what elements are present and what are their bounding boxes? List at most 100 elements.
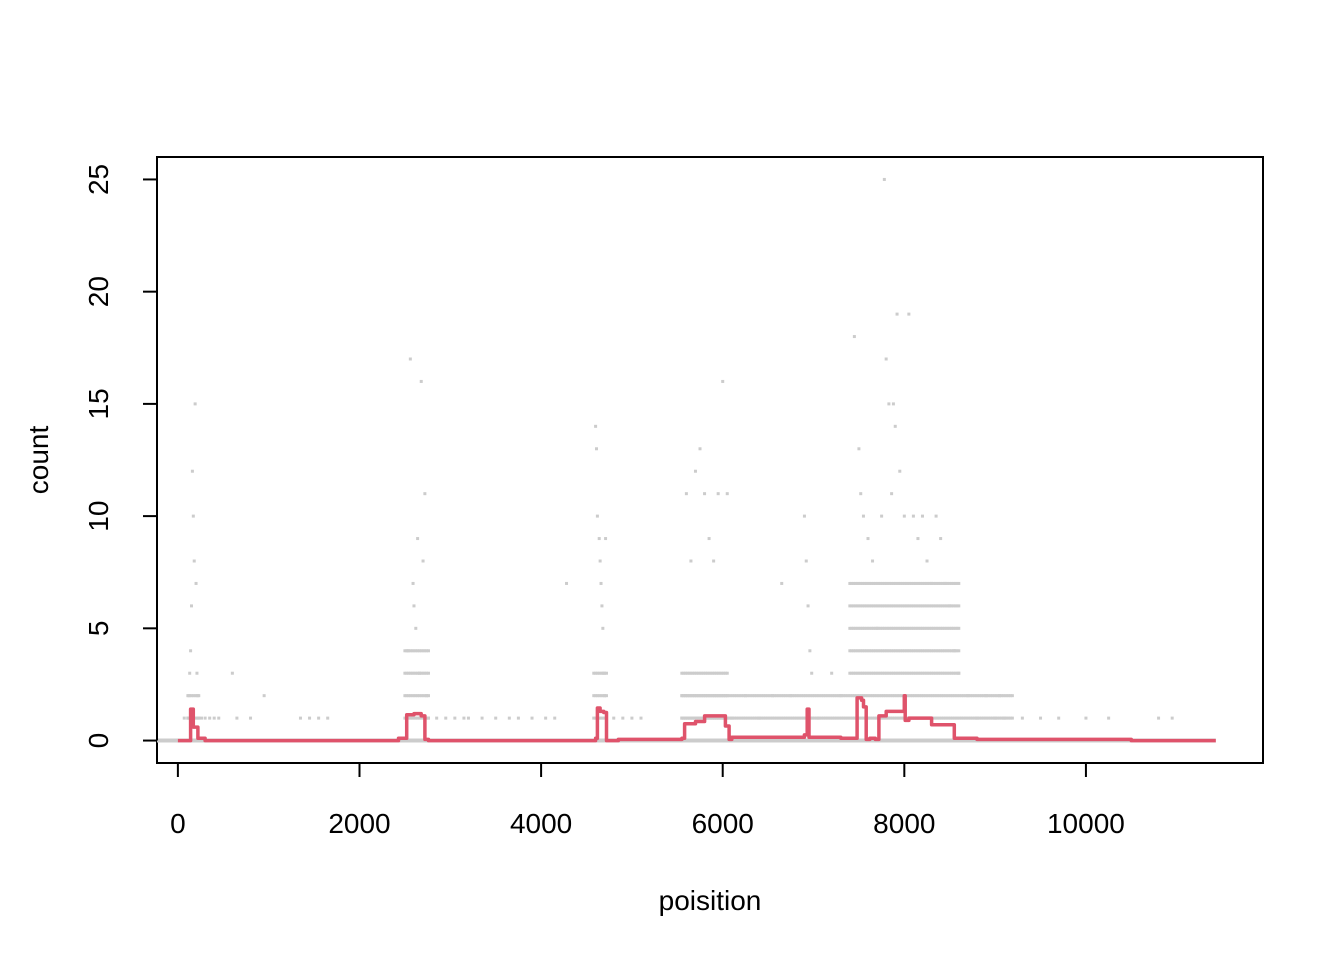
data-point (882, 177, 886, 181)
data-point (891, 626, 895, 630)
data-point (845, 716, 849, 720)
data-point (403, 671, 407, 675)
data-point (857, 447, 861, 451)
data-point (890, 649, 894, 653)
data-point (1003, 694, 1007, 698)
data-point (194, 581, 198, 585)
data-point (949, 716, 953, 720)
data-point (984, 694, 988, 698)
data-point (789, 694, 793, 698)
data-point (899, 649, 903, 653)
data-point (1010, 716, 1014, 720)
data-point (939, 626, 943, 630)
data-point (958, 716, 962, 720)
data-point (998, 694, 1002, 698)
data-point (933, 649, 937, 653)
data-point (682, 716, 686, 720)
data-point (857, 626, 861, 630)
data-point (408, 694, 412, 698)
data-point (849, 716, 853, 720)
data-point (195, 671, 199, 675)
data-point (878, 694, 882, 698)
data-point (217, 716, 221, 720)
data-point (951, 671, 955, 675)
data-point (965, 716, 969, 720)
data-point (931, 649, 935, 653)
data-point (820, 716, 824, 720)
data-point (911, 671, 915, 675)
data-point (182, 716, 186, 720)
data-point (853, 626, 857, 630)
data-point (841, 694, 845, 698)
data-point (873, 649, 877, 653)
data-point (417, 716, 421, 720)
data-point (944, 649, 948, 653)
data-point (868, 604, 872, 608)
data-point (722, 694, 726, 698)
data-point (890, 626, 894, 630)
data-point (951, 604, 955, 608)
data-point (853, 671, 857, 675)
data-point (685, 694, 689, 698)
data-point (920, 671, 924, 675)
data-point (864, 671, 868, 675)
data-point (725, 671, 729, 675)
data-point (970, 694, 974, 698)
data-point (937, 626, 941, 630)
data-point (954, 694, 958, 698)
data-point (262, 694, 266, 698)
data-point (444, 716, 448, 720)
data-point (902, 626, 906, 630)
data-point (853, 604, 857, 608)
data-point (407, 694, 411, 698)
data-point (891, 694, 895, 698)
data-point (873, 626, 877, 630)
data-point (691, 694, 695, 698)
data-point (936, 716, 940, 720)
data-point (407, 716, 411, 720)
data-point (886, 581, 890, 585)
data-point (940, 604, 944, 608)
data-point (893, 581, 897, 585)
data-point (901, 581, 905, 585)
data-point (861, 626, 865, 630)
data-point (700, 694, 704, 698)
data-point (694, 716, 698, 720)
data-point (897, 626, 901, 630)
data-point (870, 626, 874, 630)
data-point (866, 649, 870, 653)
data-point (852, 694, 856, 698)
data-point (780, 716, 784, 720)
data-point (1084, 716, 1088, 720)
data-point (696, 694, 700, 698)
data-point (689, 559, 693, 563)
data-point (696, 716, 700, 720)
data-point (872, 694, 876, 698)
data-point (881, 581, 885, 585)
data-point (942, 649, 946, 653)
data-point (740, 694, 744, 698)
data-point (871, 626, 875, 630)
data-point (738, 716, 742, 720)
data-point (850, 581, 854, 585)
data-point (816, 694, 820, 698)
data-point (934, 694, 938, 698)
data-point (733, 694, 737, 698)
data-point (199, 716, 203, 720)
data-point (684, 492, 688, 496)
data-point (944, 626, 948, 630)
data-point (772, 694, 776, 698)
data-point (809, 716, 813, 720)
data-point (410, 671, 414, 675)
data-point (709, 694, 713, 698)
data-point (890, 671, 894, 675)
data-point (908, 581, 912, 585)
data-point (884, 671, 888, 675)
data-point (718, 671, 722, 675)
data-point (911, 581, 915, 585)
data-point (913, 626, 917, 630)
data-point (957, 581, 961, 585)
data-point (924, 581, 928, 585)
data-point (702, 671, 706, 675)
data-point (800, 694, 804, 698)
